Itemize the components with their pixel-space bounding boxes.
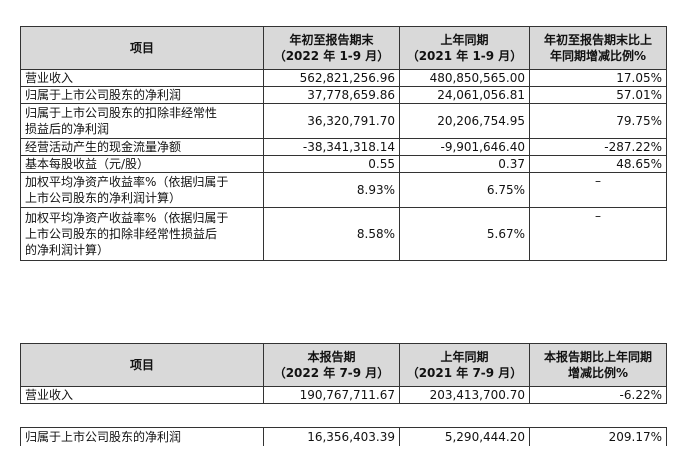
row-label: 加权平均净资产收益率%（依据归属于 上市公司股东的净利润计算） [20,172,264,208]
row-label: 经营活动产生的现金流量净额 [20,138,264,156]
header-change-pct: 本报告期比上年同期 增减比例% [529,343,667,387]
cell-change: 209.17% [529,427,667,446]
row-label: 营业收入 [20,69,264,87]
row-label: 归属于上市公司股东的净利润 [20,86,264,104]
table-row: 加权平均净资产收益率%（依据归属于 上市公司股东的扣除非经常性损益后 的净利润计… [20,207,667,261]
table-row: 基本每股收益（元/股） 0.55 0.37 48.65% [20,155,667,173]
cell-prior: 203,413,700.70 [399,386,530,404]
cell-change: – [529,207,667,261]
table-row: 营业收入 190,767,711.67 203,413,700.70 -6.22… [20,386,667,404]
row-label: 营业收入 [20,386,264,404]
row-label: 归属于上市公司股东的扣除非经常性 损益后的净利润 [20,103,264,139]
header-ytd: 年初至报告期末 （2022 年 1-9 月） [263,26,400,70]
cell-prior: 6.75% [399,172,530,208]
table-row: 归属于上市公司股东的扣除非经常性 损益后的净利润 36,320,791.70 2… [20,103,667,139]
cell-change: 17.05% [529,69,667,87]
header-prior-year: 上年同期 （2021 年 1-9 月） [399,26,530,70]
cell-prior: 480,850,565.00 [399,69,530,87]
row-label: 基本每股收益（元/股） [20,155,264,173]
cell-prior: 5,290,444.20 [399,427,530,446]
cell-prior: 0.37 [399,155,530,173]
cell-change: – [529,172,667,208]
cell-current: 0.55 [263,155,400,173]
cell-current: 36,320,791.70 [263,103,400,139]
cell-prior: 5.67% [399,207,530,261]
cell-change: 79.75% [529,103,667,139]
row-label: 归属于上市公司股东的净利润 [20,427,264,446]
quarter-financial-table-continued: 归属于上市公司股东的净利润 16,356,403.39 5,290,444.20… [20,427,667,446]
cell-change: -287.22% [529,138,667,156]
cell-current: 16,356,403.39 [263,427,400,446]
header-row: 项目 年初至报告期末 （2022 年 1-9 月） 上年同期 （2021 年 1… [20,26,667,70]
cell-change: 57.01% [529,86,667,104]
cell-prior: -9,901,646.40 [399,138,530,156]
header-item: 项目 [20,26,264,70]
table-row: 归属于上市公司股东的净利润 37,778,659.86 24,061,056.8… [20,86,667,104]
table-row: 经营活动产生的现金流量净额 -38,341,318.14 -9,901,646.… [20,138,667,156]
quarter-financial-table: 项目 本报告期 （2022 年 7-9 月） 上年同期 （2021 年 7-9 … [20,343,667,404]
table-row: 营业收入 562,821,256.96 480,850,565.00 17.05… [20,69,667,87]
cell-current: 562,821,256.96 [263,69,400,87]
ytd-financial-table: 项目 年初至报告期末 （2022 年 1-9 月） 上年同期 （2021 年 1… [20,26,667,261]
cell-change: 48.65% [529,155,667,173]
header-current-period: 本报告期 （2022 年 7-9 月） [263,343,400,387]
header-prior-year: 上年同期 （2021 年 7-9 月） [399,343,530,387]
cell-current: 8.58% [263,207,400,261]
table-row: 归属于上市公司股东的净利润 16,356,403.39 5,290,444.20… [20,427,667,446]
cell-prior: 24,061,056.81 [399,86,530,104]
row-label: 加权平均净资产收益率%（依据归属于 上市公司股东的扣除非经常性损益后 的净利润计… [20,207,264,261]
header-row: 项目 本报告期 （2022 年 7-9 月） 上年同期 （2021 年 7-9 … [20,343,667,387]
cell-change: -6.22% [529,386,667,404]
header-change-pct: 年初至报告期末比上 年同期增减比例% [529,26,667,70]
cell-current: -38,341,318.14 [263,138,400,156]
cell-current: 8.93% [263,172,400,208]
cell-current: 190,767,711.67 [263,386,400,404]
table-row: 加权平均净资产收益率%（依据归属于 上市公司股东的净利润计算） 8.93% 6.… [20,172,667,208]
cell-prior: 20,206,754.95 [399,103,530,139]
header-item: 项目 [20,343,264,387]
cell-current: 37,778,659.86 [263,86,400,104]
